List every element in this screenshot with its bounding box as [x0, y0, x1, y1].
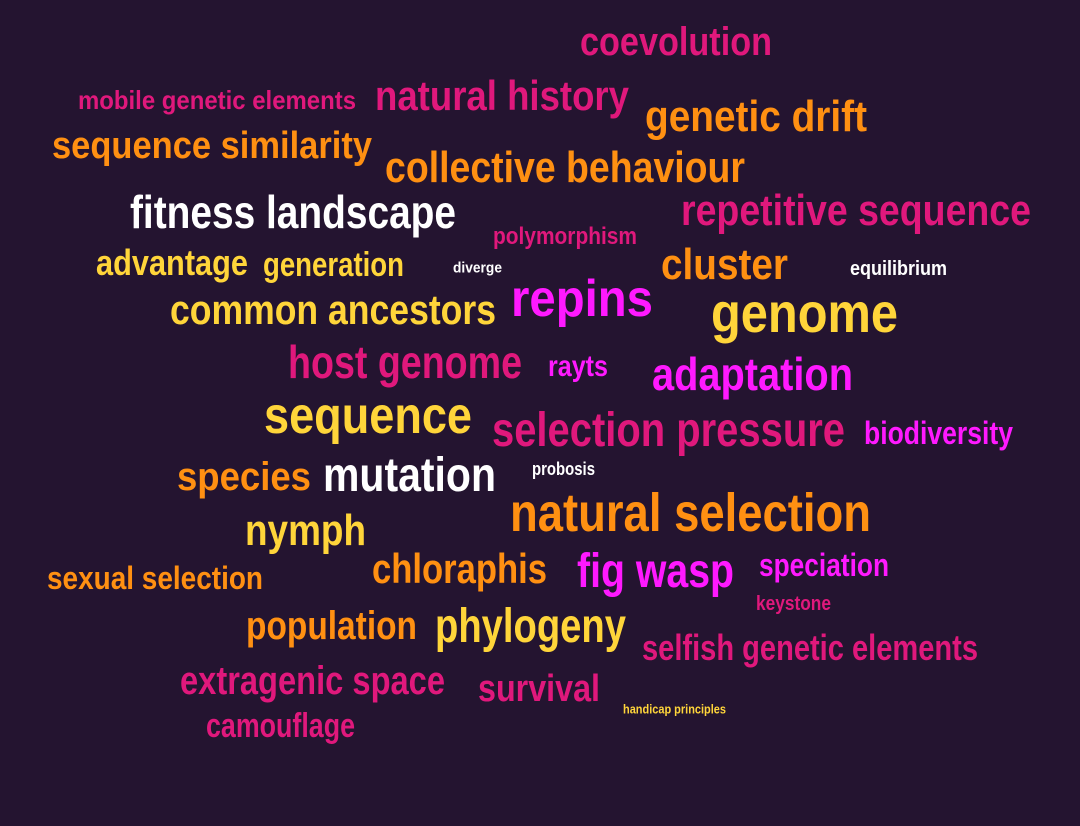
- word-selection-pressure: selection pressure: [492, 404, 845, 457]
- word-sequence-similarity: sequence similarity: [52, 125, 373, 167]
- word-speciation: speciation: [759, 547, 889, 583]
- word-sequence: sequence: [264, 387, 473, 445]
- word-generation: generation: [263, 246, 404, 284]
- word-mobile-genetic-elements: mobile genetic elements: [78, 85, 357, 115]
- word-chloraphis: chloraphis: [372, 545, 548, 592]
- word-natural-history: natural history: [375, 72, 630, 119]
- word-phylogeny: phylogeny: [435, 600, 626, 653]
- word-population: population: [246, 604, 418, 648]
- word-rayts: rayts: [548, 350, 608, 383]
- word-genome: genome: [711, 281, 899, 344]
- word-biodiversity: biodiversity: [864, 415, 1014, 451]
- word-sexual-selection: sexual selection: [47, 560, 264, 596]
- word-host-genome: host genome: [288, 336, 523, 388]
- word-fig-wasp: fig wasp: [577, 545, 735, 598]
- word-advantage: advantage: [96, 242, 249, 283]
- word-polymorphism: polymorphism: [493, 223, 637, 250]
- word-genetic-drift: genetic drift: [645, 92, 868, 141]
- word-species: species: [177, 455, 311, 499]
- word-repins: repins: [511, 270, 654, 328]
- word-nymph: nymph: [245, 506, 366, 555]
- word-handicap-principles: handicap principles: [623, 701, 726, 717]
- word-collective-behaviour: collective behaviour: [385, 143, 745, 192]
- word-coevolution: coevolution: [580, 20, 772, 64]
- word-survival: survival: [478, 668, 600, 710]
- word-fitness-landscape: fitness landscape: [130, 186, 457, 238]
- word-adaptation: adaptation: [652, 348, 854, 400]
- word-common-ancestors: common ancestors: [170, 286, 497, 333]
- word-natural-selection: natural selection: [510, 483, 871, 543]
- word-equilibrium: equilibrium: [850, 258, 947, 280]
- word-repetitive-sequence: repetitive sequence: [681, 186, 1032, 235]
- word-extragenic-space: extragenic space: [180, 659, 446, 703]
- word-camouflage: camouflage: [206, 707, 356, 745]
- word-diverge: diverge: [453, 259, 502, 277]
- word-keystone: keystone: [756, 593, 832, 615]
- word-probosis: probosis: [532, 459, 596, 479]
- word-cluster: cluster: [661, 240, 788, 289]
- word-mutation: mutation: [323, 449, 496, 502]
- word-selfish-genetic-elements: selfish genetic elements: [642, 627, 979, 668]
